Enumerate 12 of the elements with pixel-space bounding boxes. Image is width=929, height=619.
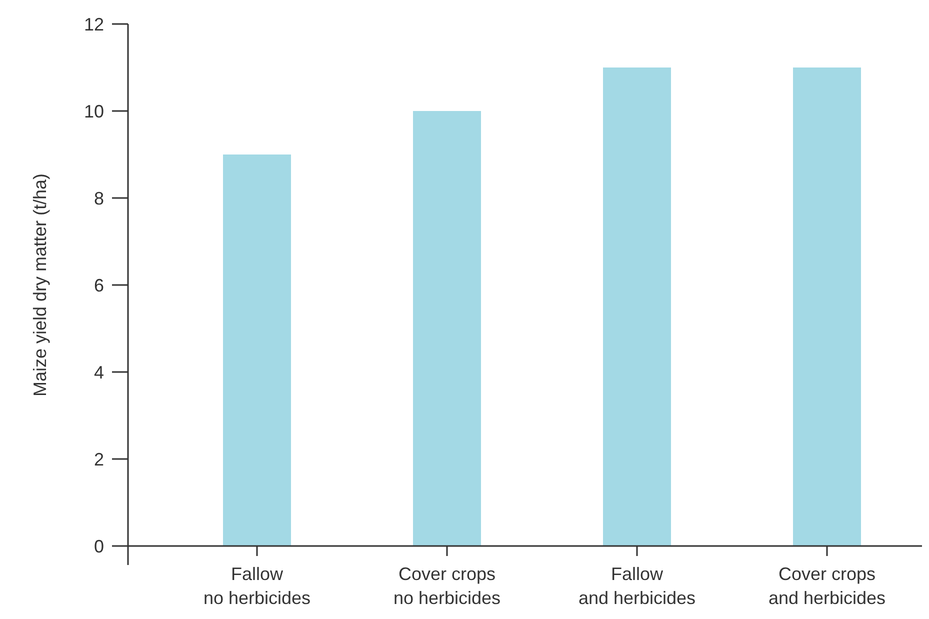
x-tick-label: Cover crops and herbicides — [768, 564, 886, 608]
y-tick-label: 10 — [84, 101, 104, 122]
x-tick-label: Fallow and herbicides — [578, 564, 696, 608]
x-tick-label: Cover crops no herbicides — [393, 564, 501, 608]
y-tick-label: 12 — [84, 14, 104, 34]
y-axis-title: Maize yield dry matter (t/ha) — [30, 173, 50, 397]
y-tick-label: 6 — [94, 275, 104, 296]
y-tick-label: 8 — [94, 188, 104, 208]
x-tick-label: Fallow no herbicides — [203, 564, 311, 608]
y-tick-label: 0 — [94, 536, 104, 556]
y-tick-label: 4 — [94, 362, 104, 382]
y-tick-label: 2 — [94, 449, 104, 470]
